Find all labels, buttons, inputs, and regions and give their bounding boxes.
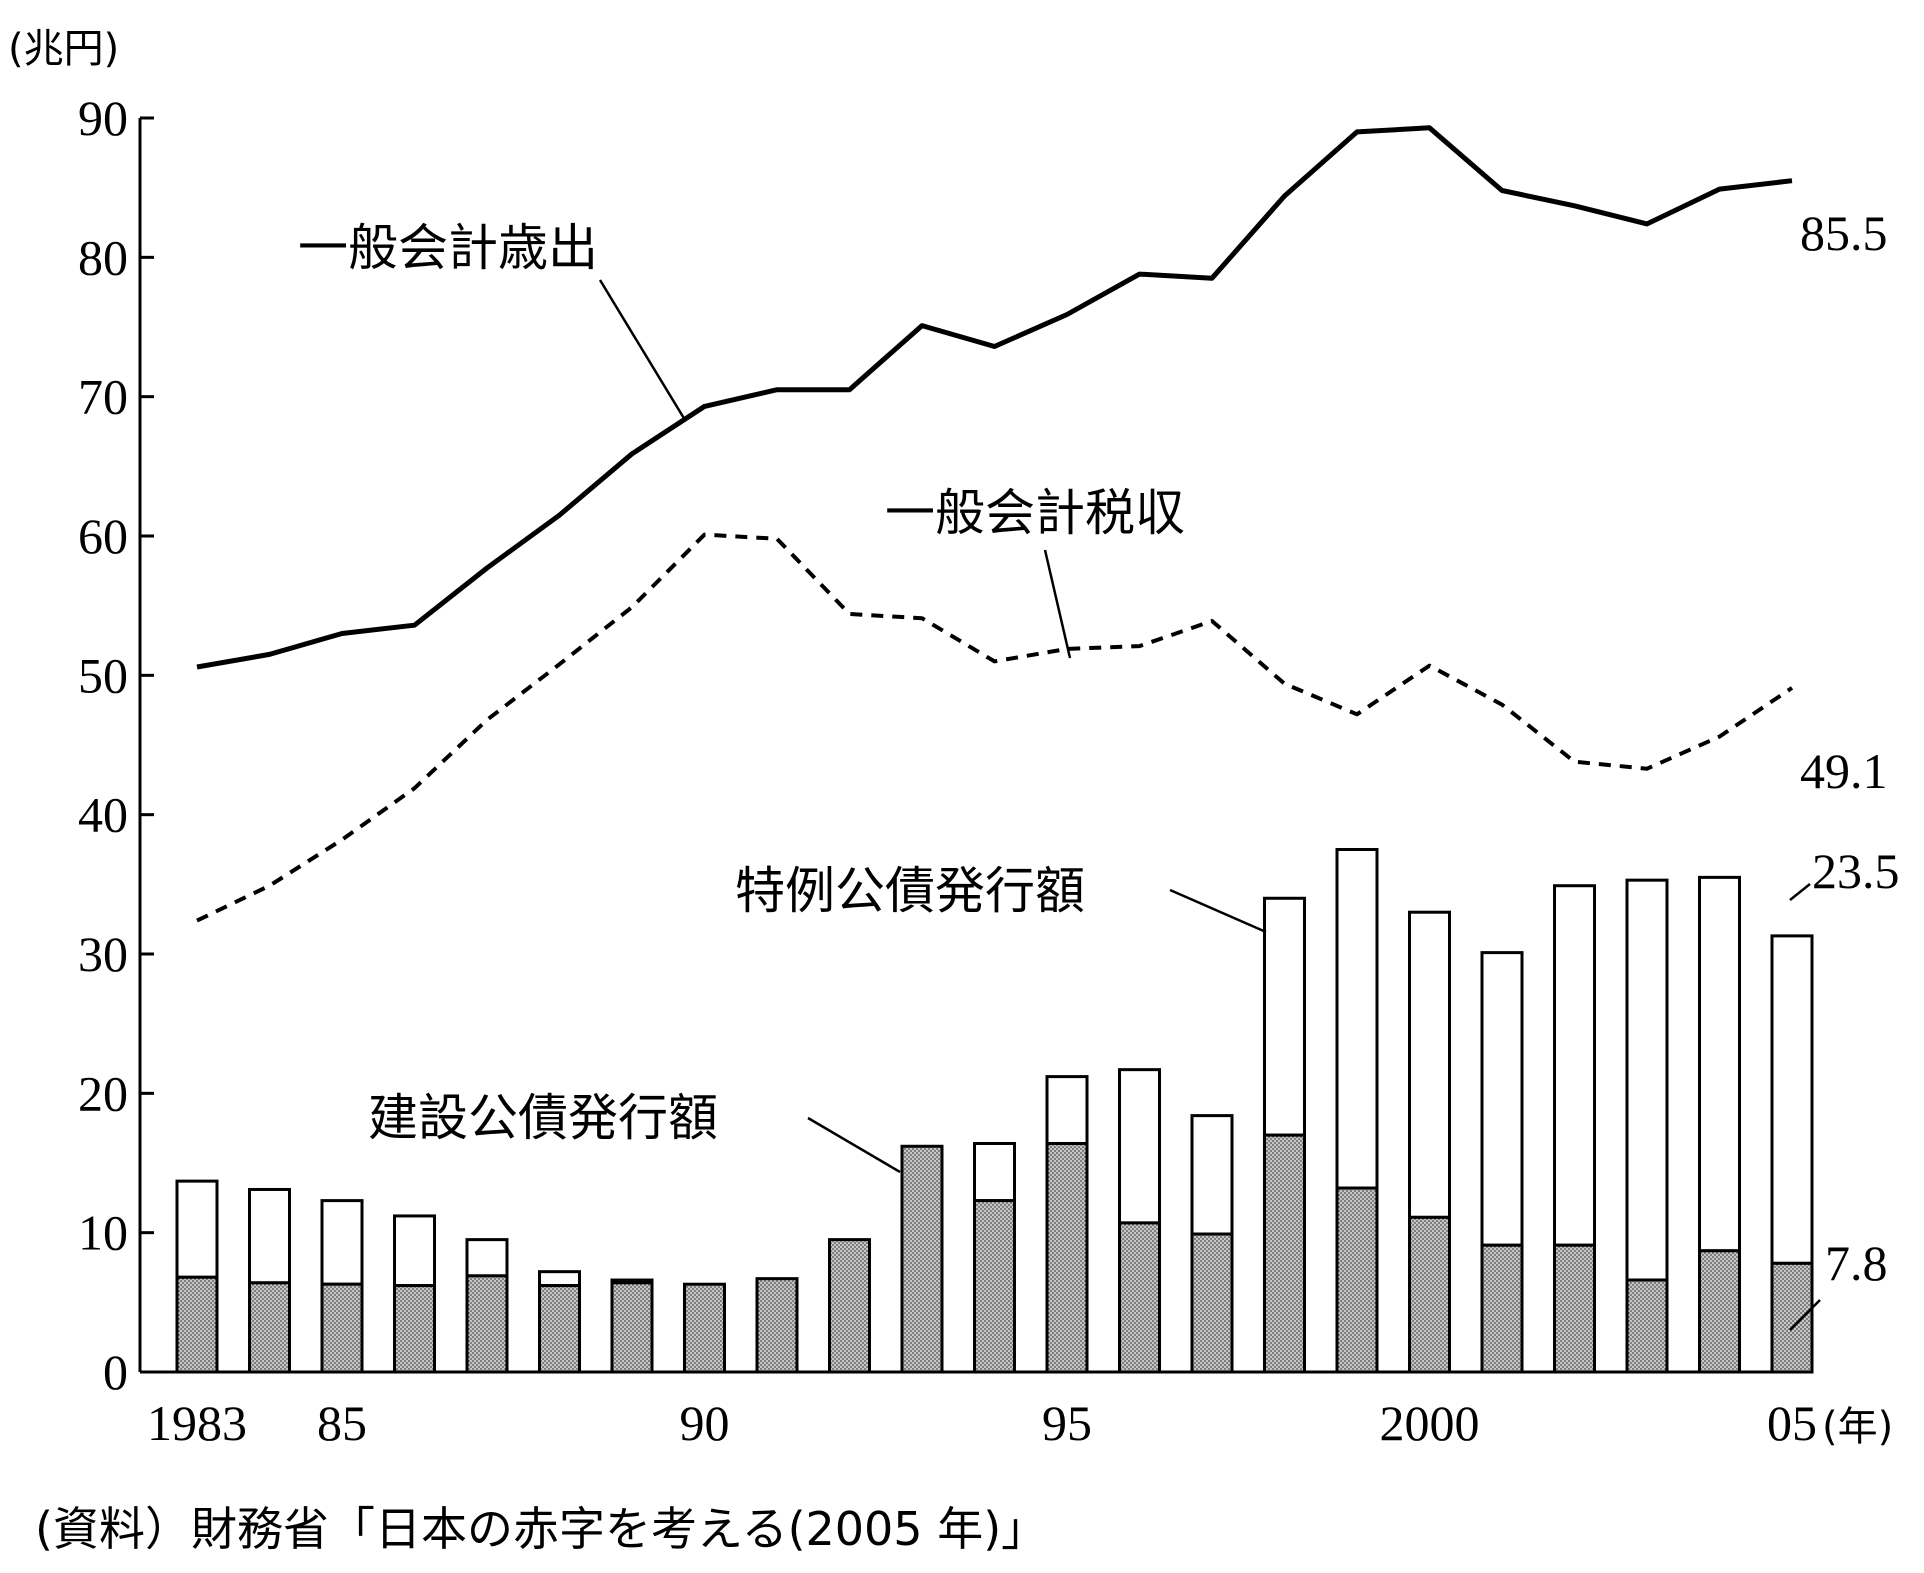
lines-layer	[196, 125, 1794, 923]
bar-special-bonds	[1408, 910, 1451, 1219]
y-tick-label: 10	[78, 1205, 128, 1261]
y-tick-label: 70	[78, 369, 128, 425]
bar-special-bonds	[1190, 1114, 1234, 1236]
y-tick-label: 20	[78, 1065, 128, 1121]
y-tick-label: 40	[78, 787, 128, 843]
bar-construction-bonds	[755, 1277, 799, 1374]
bar-special-bonds	[1335, 848, 1379, 1190]
x-tick-label: 85	[317, 1395, 367, 1451]
end-value-tax: 49.1	[1800, 743, 1888, 799]
y-tick-label: 90	[78, 90, 128, 146]
bar-special-bonds	[1045, 1075, 1089, 1145]
bar-special-bonds	[1480, 951, 1524, 1247]
bar-construction-bonds	[248, 1281, 291, 1374]
end-value-construction-bonds: 7.8	[1825, 1235, 1888, 1291]
x-tick-label: 2000	[1380, 1395, 1480, 1451]
bar-special-bonds	[538, 1270, 581, 1288]
bar-construction-bonds	[1045, 1141, 1089, 1374]
source-note: (資料）財務省「日本の赤字を考える(2005 年)」	[35, 1502, 1047, 1556]
line-expenditure	[196, 125, 1793, 670]
bar-construction-bonds	[1553, 1243, 1596, 1374]
x-tick-label: 95	[1042, 1395, 1092, 1451]
bar-special-bonds	[1263, 896, 1306, 1137]
bar-special-bonds	[1770, 934, 1814, 1265]
leader-line-special-bonds	[1169, 888, 1267, 934]
x-tick-label: 1983	[147, 1395, 247, 1451]
bar-construction-bonds	[900, 1144, 944, 1374]
bar-special-bonds	[1553, 884, 1596, 1247]
x-axis-unit: (年)	[1822, 1404, 1893, 1450]
bar-construction-bonds	[320, 1282, 364, 1374]
x-tick-label: 05	[1767, 1395, 1817, 1451]
y-tick-label: 60	[78, 508, 128, 564]
label-expenditure: 一般会計歳出	[298, 219, 598, 277]
end-value-special-bonds: 23.5	[1812, 843, 1900, 899]
leader-line-end-construction-bonds	[1789, 1299, 1821, 1331]
bar-construction-bonds	[465, 1274, 509, 1374]
bar-construction-bonds	[1190, 1232, 1234, 1374]
x-tick-label: 90	[680, 1395, 730, 1451]
label-tax: 一般会計税収	[885, 484, 1185, 542]
bar-construction-bonds	[175, 1275, 219, 1374]
bar-construction-bonds	[1625, 1278, 1669, 1374]
line-tax-revenue	[196, 532, 1794, 923]
leader-line-construction-bonds	[807, 1116, 901, 1174]
leader-line-expenditure	[598, 279, 687, 421]
bar-construction-bonds	[1263, 1133, 1306, 1374]
bar-construction-bonds	[973, 1199, 1016, 1374]
bar-special-bonds	[175, 1179, 219, 1279]
end-value-expenditure: 85.5	[1800, 205, 1888, 261]
bar-construction-bonds	[393, 1284, 436, 1374]
label-special-bonds: 特例公債発行額	[735, 862, 1085, 920]
leader-line-end-special-bonds	[1789, 883, 1811, 901]
bar-special-bonds	[973, 1141, 1016, 1203]
bar-construction-bonds	[538, 1284, 581, 1374]
annotation-special-bonds: 特例公債発行額	[735, 862, 1267, 934]
bar-construction-bonds	[1335, 1186, 1379, 1374]
y-tick-label: 50	[78, 647, 128, 703]
bar-construction-bonds	[1408, 1215, 1451, 1374]
bar-construction-bonds	[1480, 1243, 1524, 1374]
bar-construction-bonds	[1118, 1221, 1161, 1374]
bar-special-bonds	[465, 1238, 509, 1278]
bar-special-bonds	[1698, 875, 1741, 1253]
annotation-construction-bonds: 建設公債発行額	[368, 1089, 901, 1174]
bar-special-bonds	[393, 1214, 436, 1288]
label-construction-bonds: 建設公債発行額	[368, 1089, 718, 1147]
bar-special-bonds	[1118, 1068, 1161, 1225]
bar-construction-bonds	[1770, 1261, 1814, 1374]
bar-special-bonds	[1625, 878, 1669, 1282]
y-tick-label: 0	[103, 1344, 128, 1400]
y-axis-unit: (兆円)	[8, 26, 119, 72]
bar-construction-bonds	[828, 1238, 871, 1374]
bar-construction-bonds	[1698, 1249, 1741, 1374]
bar-special-bonds	[320, 1199, 364, 1286]
annotation-expenditure: 一般会計歳出	[298, 219, 687, 421]
bar-construction-bonds	[610, 1281, 654, 1374]
bar-construction-bonds	[683, 1282, 726, 1374]
bar-special-bonds	[248, 1187, 291, 1285]
axes-layer: 0 10 20 30 40 50 60 70 80 90 1983 85 90 95 2000 05	[78, 90, 1817, 1451]
annotation-tax: 一般会計税収	[885, 484, 1185, 659]
y-tick-label: 80	[78, 229, 128, 285]
y-tick-label: 30	[78, 926, 128, 982]
leader-line-tax	[1043, 549, 1072, 659]
